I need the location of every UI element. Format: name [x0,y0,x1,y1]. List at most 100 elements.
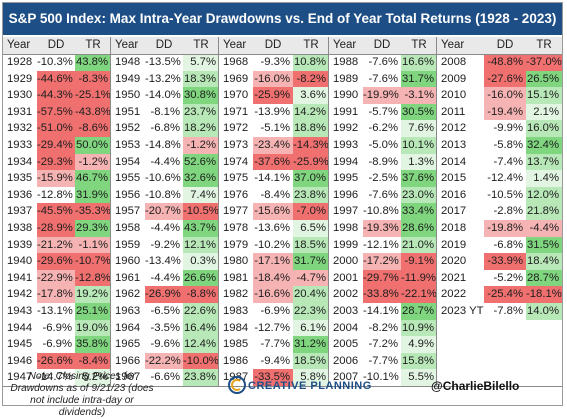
year-cell: 1992 [333,122,359,135]
footnote: Note: Closing Prices for Drawdowns as of… [10,371,154,418]
drawdown-cell: -19.8% [484,220,526,237]
total-return-cell: -25.9% [293,153,329,171]
drawdown-cell: -9.6% [145,336,183,353]
total-return-cell: 6.1% [293,319,329,337]
drawdown-cell: -2.8% [484,203,526,220]
drawdown-cell: -5.2% [484,269,526,287]
drawdown-cell: -19.9% [363,87,401,104]
year-cell: 1977 [223,205,249,218]
drawdown-cell: -15.6% [253,203,293,220]
year-cell: 2004 [333,321,359,334]
year-cell: 1998 [333,222,359,234]
total-return-cell: 22.6% [183,303,219,320]
total-return-cell: 32.6% [183,170,219,187]
brand-name: CREATIVE PLANNING [248,380,372,392]
year-cell: 2012 [441,122,467,135]
drawdown-cell: -2.5% [363,170,401,187]
total-return-cell: 37.0% [293,170,329,187]
total-return-cell: -12.8% [75,269,111,287]
drawdown-cell: -19.3% [363,220,401,237]
drawdown-cell: -14.7% [37,369,75,386]
year-cell: 2009 [441,72,467,85]
drawdown-cell: -9.4% [253,352,293,370]
total-return-cell: 18.2% [183,120,219,137]
total-return-cell: 1.3% [401,153,437,171]
drawdown-cell: -44.6% [37,70,75,88]
total-return-cell: 5.8% [293,369,329,386]
drawdown-cell: -7.4% [484,153,526,171]
column-block: Year DD TR 1968 -9.3% 10.8% 1969 -16.0% -8.2% 197… [219,37,329,386]
total-return-cell: 15.1% [526,87,562,104]
drawdown-cell: -37.6% [253,153,293,171]
header-year: Year [3,37,41,54]
total-return-cell: -37.0% [526,54,562,71]
year-cell: 1996 [333,188,359,201]
drawdown-cell: -21.2% [37,236,75,254]
drawdown-cell: -26.6% [37,352,75,370]
total-return-cell: 23.0% [401,186,437,204]
column-separator [218,37,219,386]
drawdown-cell: -22.9% [37,269,75,287]
total-return-cell: 21.8% [526,203,562,220]
total-return-cell: 25.1% [75,303,111,320]
total-return-cell: 12.0% [526,186,562,204]
total-return-cell: 18.5% [293,236,329,254]
drawdown-cell: -57.5% [37,103,75,121]
creative-planning-logo-icon [228,376,246,394]
total-return-cell: 15.8% [401,352,437,370]
header-dd: DD [37,37,75,54]
year-cell: 1953 [115,139,141,151]
total-return-cell: -1.2% [75,153,111,171]
drawdown-cell: -7.6% [363,54,401,71]
total-return-cell: 31.5% [526,236,562,254]
header-year: Year [219,37,257,54]
drawdown-cell: -10.2% [253,236,293,254]
year-cell: 2001 [333,271,359,284]
drawdown-cell: -12.1% [363,236,401,254]
year-cell: 1994 [333,155,359,168]
year-cell: 2000 [333,255,359,268]
drawdown-cell: -7.7% [253,336,293,353]
drawdown-cell: -6.9% [37,319,75,337]
year-cell: 1957 [115,205,141,218]
drawdown-cell: -10.1% [363,369,401,386]
total-return-cell: 14.0% [526,303,562,320]
year-cell: 1997 [333,205,359,218]
total-return-cell: -8.8% [183,286,219,303]
total-return-cell: 32.4% [526,137,562,154]
drawdown-cell: -14.8% [145,137,183,154]
drawdown-cell: -27.6% [484,70,526,88]
total-return-cell: 43.8% [75,54,111,71]
column-block: Year DD TR 2008 -48.8% -37.0% 2009 -27.6% 26.5% 2… [437,37,562,386]
header-dd: DD [363,37,401,54]
total-return-cell: -4.7% [293,269,329,287]
total-return-cell: 7.4% [183,186,219,204]
header-year: Year [111,37,149,54]
year-cell: 2007 [333,371,359,384]
year-cell: 1983 [223,305,249,317]
header-tr: TR [526,37,562,54]
year-cell: 1961 [115,271,141,284]
year-cell: 1975 [223,172,249,185]
drawdown-cell: -7.2% [363,336,401,353]
drawdown-cell: -17.1% [253,253,293,270]
drawdown-cell: -6.8% [145,120,183,137]
drawdown-cell: -9.9% [484,120,526,137]
year-cell: 1986 [223,354,249,367]
year-cell: 1965 [115,338,141,351]
total-return-cell: -3.1% [401,87,437,104]
total-return-cell: 7.6% [401,120,437,137]
header-tr: TR [183,37,219,54]
drawdown-cell: -17.2% [363,253,401,270]
year-cell: 1974 [223,155,249,168]
total-return-cell: 26.6% [183,269,219,287]
drawdown-cell: -4.4% [145,269,183,287]
year-cell: 1984 [223,321,249,334]
year-cell: 1972 [223,122,249,135]
year-cell: 1964 [115,321,141,334]
total-return-cell: 30.8% [183,87,219,104]
column-separator [110,37,111,386]
year-cell: 2018 [441,222,467,234]
drawdown-cell: -13.2% [145,70,183,88]
drawdown-cell: -6.9% [37,336,75,353]
